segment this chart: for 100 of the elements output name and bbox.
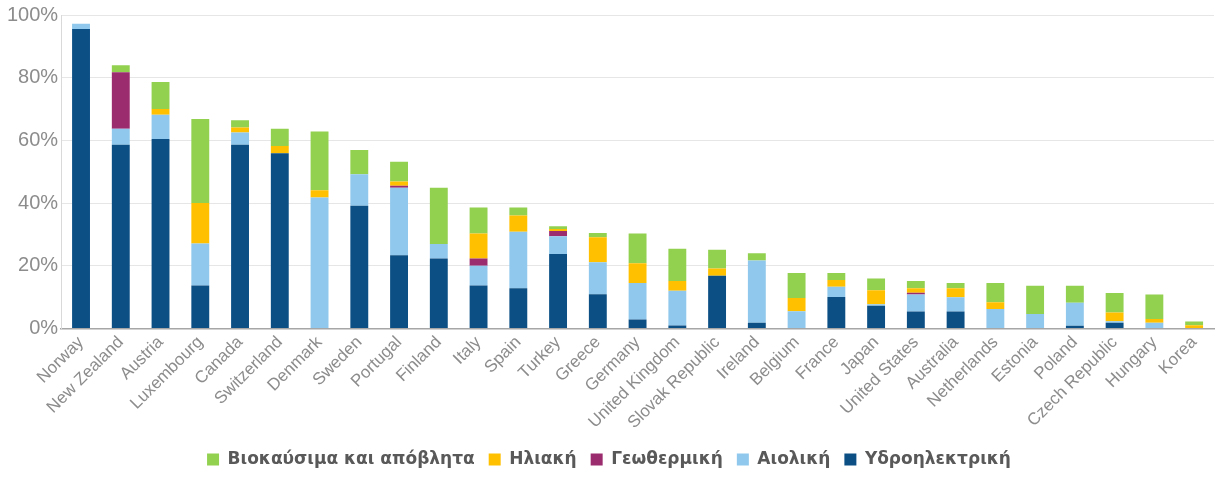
bar <box>72 29 90 328</box>
bar <box>231 127 249 133</box>
bar <box>708 275 727 328</box>
bar <box>429 244 448 259</box>
bar <box>429 258 448 328</box>
bar <box>469 285 488 328</box>
y-tick-label: 80% <box>18 65 59 88</box>
bar <box>827 280 846 287</box>
bar <box>310 197 329 328</box>
bar <box>867 290 886 305</box>
bar <box>549 254 568 328</box>
bar <box>787 272 806 298</box>
bar <box>628 233 647 264</box>
bar <box>1105 312 1124 322</box>
bar <box>1026 285 1045 314</box>
bar <box>946 297 965 312</box>
bar <box>1145 318 1164 323</box>
bar <box>191 285 210 328</box>
bar <box>906 288 925 293</box>
bar <box>469 233 488 259</box>
bar <box>747 322 766 328</box>
bar <box>111 128 130 145</box>
bar <box>946 311 965 328</box>
bar <box>1026 313 1045 328</box>
bar <box>350 205 369 328</box>
bar <box>946 282 965 289</box>
bar <box>270 128 289 146</box>
bar <box>151 114 170 140</box>
bar <box>310 190 329 198</box>
bar <box>390 161 408 182</box>
bar <box>747 260 766 323</box>
bar <box>827 297 846 328</box>
bar <box>747 253 766 261</box>
bar <box>270 153 289 328</box>
bar <box>111 144 130 328</box>
bar <box>588 262 607 295</box>
bar <box>390 187 408 256</box>
bar <box>191 243 210 286</box>
bar <box>350 174 369 206</box>
bar <box>588 233 607 238</box>
bar <box>111 65 130 73</box>
bar <box>469 265 488 286</box>
bar <box>231 120 249 128</box>
bar <box>906 311 925 328</box>
bar <box>867 278 886 291</box>
bar <box>429 187 448 245</box>
bar <box>549 230 568 237</box>
legend-label: Ηλιακή <box>509 447 577 468</box>
bar <box>1185 321 1204 326</box>
bar <box>549 236 568 255</box>
bar <box>509 231 528 289</box>
bar <box>509 288 528 328</box>
bar <box>986 302 1005 309</box>
bar <box>390 181 408 186</box>
bar <box>628 263 647 283</box>
y-tick-label: 100% <box>7 2 59 25</box>
bar <box>509 215 528 232</box>
bar <box>231 132 249 145</box>
bar <box>1065 325 1084 328</box>
bar <box>708 249 727 269</box>
bar <box>668 281 687 291</box>
bar <box>231 144 249 328</box>
bar <box>350 150 369 175</box>
bar <box>469 207 488 234</box>
bar <box>867 305 886 328</box>
bar <box>588 294 607 328</box>
bar <box>1105 322 1124 328</box>
bar <box>151 109 170 115</box>
bar <box>668 248 687 282</box>
bar <box>986 282 1005 303</box>
bar <box>191 119 210 204</box>
bar <box>469 258 488 266</box>
bar <box>827 286 846 298</box>
bar <box>708 268 727 276</box>
bar <box>1185 325 1204 328</box>
bar <box>668 290 687 326</box>
x-tick-label: Italy <box>449 331 486 368</box>
bar <box>310 131 329 191</box>
bar <box>588 237 607 263</box>
bar <box>787 311 806 328</box>
bar <box>946 288 965 298</box>
legend-label: Υδροηλεκτρική <box>863 447 1011 468</box>
legend-label: Βιοκαύσιμα και απόβλητα <box>227 447 475 468</box>
bar <box>827 272 846 281</box>
bar <box>986 308 1005 328</box>
bar <box>1105 292 1124 313</box>
bar <box>72 23 90 30</box>
bar <box>111 72 130 129</box>
bar <box>1065 302 1084 326</box>
bar <box>1145 322 1164 328</box>
y-tick-label: 40% <box>18 190 59 213</box>
bar <box>1145 294 1164 319</box>
legend-label: Αιολική <box>757 447 831 468</box>
y-tick-label: 0% <box>29 315 59 338</box>
legend-label: Γεωθερμική <box>611 447 723 468</box>
bar <box>628 282 647 320</box>
y-tick-label: 20% <box>18 253 59 276</box>
bar <box>390 255 408 328</box>
bar <box>628 319 647 328</box>
bar <box>270 145 289 154</box>
